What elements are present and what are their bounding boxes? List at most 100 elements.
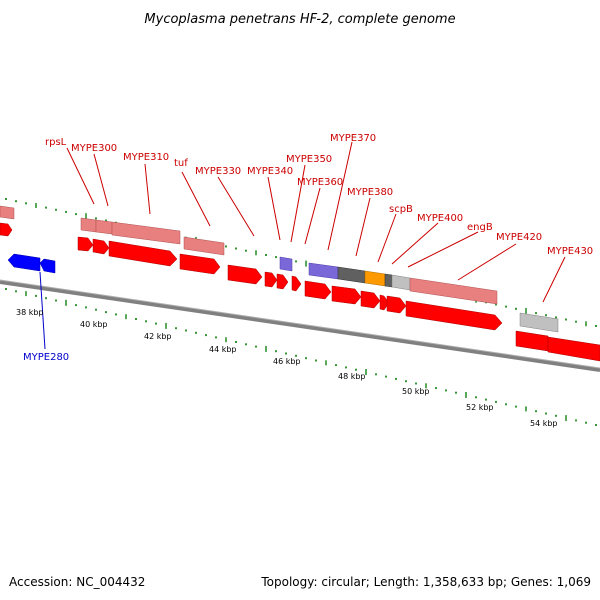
map-title: Mycoplasma penetrans HF-2, complete geno… xyxy=(144,12,455,27)
gene-label[interactable]: MYPE310 xyxy=(123,152,169,163)
gene-label[interactable]: MYPE360 xyxy=(297,177,343,188)
gene-callout[interactable]: MYPE430 xyxy=(542,246,593,303)
gene-label[interactable]: rpsL xyxy=(45,137,67,148)
gene-callout[interactable]: MYPE350 xyxy=(286,154,332,243)
callout-line xyxy=(327,141,353,251)
feature-block[interactable] xyxy=(409,277,498,305)
callout-line xyxy=(267,176,281,241)
feature-block[interactable] xyxy=(80,217,97,233)
cds-arrow[interactable] xyxy=(108,240,178,267)
callout-line xyxy=(355,197,371,257)
callout-line xyxy=(290,164,306,243)
gene-callout[interactable]: engB xyxy=(407,222,493,268)
scale-label: 46 kbp xyxy=(273,357,301,366)
feature-block[interactable] xyxy=(391,274,411,291)
scale-label: 40 kbp xyxy=(80,320,108,329)
scale-label: 48 kbp xyxy=(338,372,366,381)
cds-arrow-reverse[interactable] xyxy=(39,258,56,274)
feature-block[interactable] xyxy=(0,205,15,220)
gene-callout[interactable]: scpB xyxy=(377,204,413,263)
gene-label[interactable]: MYPE380 xyxy=(347,187,393,198)
gene-label[interactable]: MYPE280 xyxy=(23,352,69,363)
gene-label[interactable]: tuf xyxy=(174,158,188,169)
reverse-cds-track xyxy=(7,253,56,274)
gene-callout[interactable]: MYPE340 xyxy=(247,166,293,241)
gene-label[interactable]: MYPE300 xyxy=(71,143,117,154)
callout-line xyxy=(542,256,566,303)
callout-line xyxy=(66,147,95,205)
cds-arrow[interactable] xyxy=(379,294,390,311)
callout-line xyxy=(93,153,109,207)
feature-block[interactable] xyxy=(337,266,366,284)
feature-block[interactable] xyxy=(384,273,393,288)
gene-callouts: rpsL MYPE300 MYPE310 tuf MYPE330 MYPE340… xyxy=(23,133,593,363)
backbone-line xyxy=(0,280,600,372)
gene-label[interactable]: scpB xyxy=(389,204,413,215)
callout-line xyxy=(377,213,397,263)
gene-label[interactable]: MYPE430 xyxy=(547,246,593,257)
callout-line xyxy=(181,171,211,227)
cds-arrow[interactable] xyxy=(264,271,278,288)
gene-label[interactable]: MYPE400 xyxy=(417,213,463,224)
feature-block[interactable] xyxy=(95,219,113,235)
cds-arrow[interactable] xyxy=(92,238,110,255)
gene-label[interactable]: MYPE350 xyxy=(286,154,332,165)
backbone-line-highlight xyxy=(0,279,600,369)
gene-callout[interactable]: MYPE360 xyxy=(297,177,343,245)
callout-line xyxy=(217,176,255,237)
genome-summary-text: Topology: circular; Length: 1,358,633 bp… xyxy=(260,575,591,589)
forward-cds-track xyxy=(0,222,600,362)
cds-arrow[interactable] xyxy=(360,290,381,309)
scale-label: 42 kbp xyxy=(144,332,172,341)
gene-callout[interactable]: MYPE370 xyxy=(327,133,376,251)
gene-callout[interactable]: MYPE400 xyxy=(391,213,463,265)
cds-arrow[interactable] xyxy=(304,280,332,300)
gene-callout[interactable]: MYPE380 xyxy=(347,187,393,257)
scale-label: 54 kbp xyxy=(530,419,558,428)
feature-block[interactable] xyxy=(111,221,181,245)
callout-line xyxy=(407,231,479,268)
feature-track xyxy=(0,205,559,333)
cds-arrow[interactable] xyxy=(386,295,407,314)
feature-block[interactable] xyxy=(308,262,339,280)
callout-line xyxy=(39,271,46,350)
callout-line xyxy=(391,222,439,265)
feature-block[interactable] xyxy=(519,312,559,333)
cds-arrow-reverse[interactable] xyxy=(7,253,41,272)
gene-callout[interactable]: rpsL xyxy=(45,137,95,205)
gene-callout[interactable]: MYPE310 xyxy=(123,152,169,215)
gene-label[interactable]: MYPE420 xyxy=(496,232,542,243)
cds-arrow[interactable] xyxy=(227,264,263,285)
scale-label: 38 kbp xyxy=(16,308,44,317)
cds-arrow[interactable] xyxy=(179,253,221,275)
callout-line xyxy=(144,163,151,215)
gene-callout[interactable]: MYPE420 xyxy=(457,232,542,281)
gene-callout[interactable]: MYPE280 xyxy=(23,271,69,363)
gene-label[interactable]: MYPE330 xyxy=(195,166,241,177)
cds-arrow[interactable] xyxy=(331,285,362,305)
scale-label: 44 kbp xyxy=(209,345,237,354)
cds-arrow[interactable] xyxy=(77,236,94,252)
feature-block[interactable] xyxy=(364,270,386,287)
cds-arrow[interactable] xyxy=(547,336,600,362)
cds-arrow[interactable] xyxy=(276,273,289,290)
scale-label: 50 kbp xyxy=(402,387,430,396)
cds-arrow[interactable] xyxy=(291,275,302,292)
cds-arrow[interactable] xyxy=(405,300,503,331)
feature-block[interactable] xyxy=(183,236,225,256)
gene-label[interactable]: MYPE370 xyxy=(330,133,376,144)
scale-labels: 38 kbp 40 kbp 42 kbp 44 kbp 46 kbp 48 kb… xyxy=(16,308,558,428)
callout-line xyxy=(457,243,517,281)
callout-line xyxy=(304,187,321,245)
scale-label: 52 kbp xyxy=(466,403,494,412)
cds-arrow[interactable] xyxy=(0,222,13,237)
accession-text: Accession: NC_004432 xyxy=(9,575,145,589)
gene-label[interactable]: engB xyxy=(467,222,493,233)
gene-callout[interactable]: tuf xyxy=(174,158,211,227)
gene-callout[interactable]: MYPE330 xyxy=(195,166,255,237)
gc-content-ticks-lower xyxy=(5,288,597,426)
gene-callout[interactable]: MYPE300 xyxy=(71,143,117,207)
gene-label[interactable]: MYPE340 xyxy=(247,166,293,177)
feature-block[interactable] xyxy=(279,256,293,272)
